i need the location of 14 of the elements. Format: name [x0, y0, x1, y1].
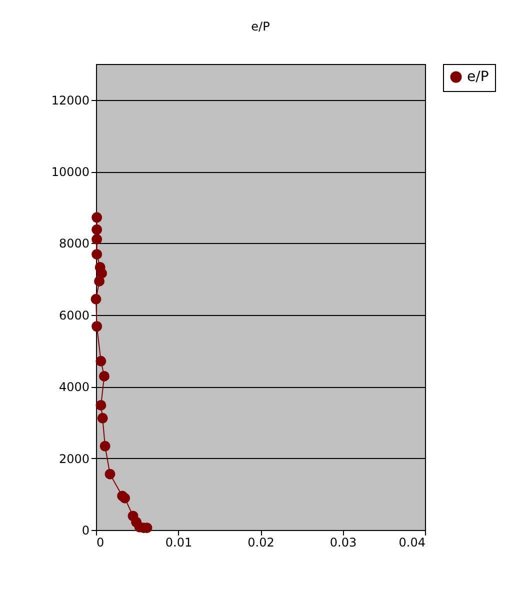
x-tick-label: 0	[96, 536, 104, 550]
y-tick-label: 4000	[58, 380, 90, 394]
x-tick-label: 0.01	[165, 536, 192, 550]
x-tick-label: 0.02	[248, 536, 274, 550]
y-tick-label: 12000	[51, 93, 90, 108]
y-tick-label: 10000	[51, 165, 90, 180]
x-tick-label: 0.04	[398, 536, 426, 550]
y-tick-label: 6000	[58, 308, 90, 322]
x-tick-label: 0.03	[330, 536, 357, 550]
y-tick-label: 0	[82, 524, 90, 538]
legend-label: e/P	[467, 69, 489, 85]
chart-title: e/P	[251, 20, 270, 34]
y-tick-label: 8000	[58, 236, 90, 251]
y-tick-label: 2000	[58, 452, 90, 466]
